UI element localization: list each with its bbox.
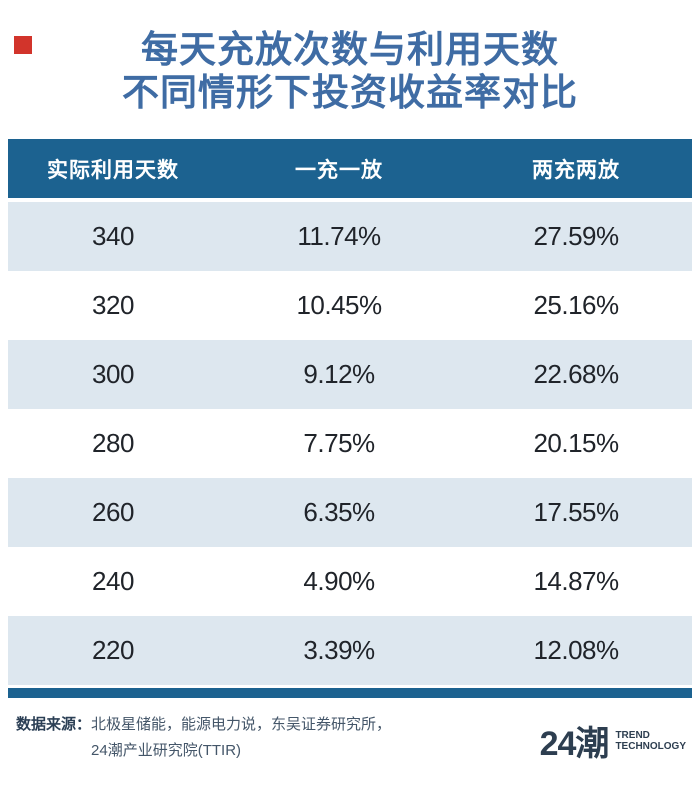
footer: 数据来源：北极星储能，能源电力说，东吴证券研究所， 24潮产业研究院(TTIR) … <box>16 712 686 765</box>
table-cell: 220 <box>92 635 134 665</box>
title-line-2: 不同情形下投资收益率对比 <box>122 72 578 113</box>
table-row: 240 4.90% 14.87% <box>8 547 692 616</box>
data-table: 实际利用天数 一充一放 两充两放 340 11.74% 27.59% 320 10.45… <box>8 139 692 698</box>
column-header-utilization-days: 实际利用天数 <box>46 158 179 182</box>
brand-logo: 24潮 TREND TECHNOLOGY <box>540 716 686 765</box>
table-row: 280 7.75% 20.15% <box>8 409 692 478</box>
page-title: 每天充放次数与利用天数 不同情形下投资收益率对比 <box>0 28 700 114</box>
table-cell: 9.12% <box>303 359 375 389</box>
table-cell: 340 <box>92 221 134 251</box>
table-row: 320 10.45% 25.16% <box>8 271 692 340</box>
table-cell: 7.75% <box>303 428 375 458</box>
table-cell: 14.87% <box>533 566 619 596</box>
table-cell: 25.16% <box>533 290 619 320</box>
table-cell: 280 <box>92 428 134 458</box>
table-row: 260 6.35% 17.55% <box>8 478 692 547</box>
table-cell: 240 <box>92 566 134 596</box>
table-cell: 320 <box>92 290 134 320</box>
title-line-1: 每天充放次数与利用天数 <box>141 29 559 70</box>
logo-subtext-line-1: TREND <box>615 729 650 741</box>
table-cell: 10.45% <box>296 290 382 320</box>
table-cell: 20.15% <box>533 428 619 458</box>
logo-wordmark: 24潮 <box>539 725 610 763</box>
table-cell: 260 <box>92 497 134 527</box>
table-cell: 27.59% <box>533 221 619 251</box>
logo-subtext: TREND TECHNOLOGY <box>615 730 686 752</box>
data-source-line-2: 24潮产业研究院(TTIR) <box>91 742 242 759</box>
table-cell: 17.55% <box>533 497 619 527</box>
table-bottom-bar <box>8 688 692 698</box>
column-header-two-charge-two-discharge: 两充两放 <box>532 158 621 182</box>
table-cell: 3.39% <box>303 635 375 665</box>
table-row: 220 3.39% 12.08% <box>8 616 692 685</box>
data-source: 数据来源：北极星储能，能源电力说，东吴证券研究所， 24潮产业研究院(TTIR) <box>16 712 391 764</box>
table-row: 340 11.74% 27.59% <box>8 202 692 271</box>
table-cell: 12.08% <box>533 635 619 665</box>
table-body: 340 11.74% 27.59% 320 10.45% 25.16% 300 9.12% 22… <box>8 202 692 685</box>
red-square-decoration <box>14 36 32 54</box>
data-source-label: 数据来源： <box>16 716 92 733</box>
data-source-text: 北极星储能，能源电力说，东吴证券研究所， 24潮产业研究院(TTIR) <box>91 712 391 764</box>
table-cell: 11.74% <box>297 221 381 251</box>
table-cell: 6.35% <box>303 497 375 527</box>
logo-subtext-line-2: TECHNOLOGY <box>615 740 686 752</box>
table-cell: 4.90% <box>303 566 375 596</box>
data-source-line-1: 北极星储能，能源电力说，东吴证券研究所， <box>91 716 392 733</box>
table-cell: 300 <box>92 359 134 389</box>
table-cell: 22.68% <box>533 359 619 389</box>
table-row: 300 9.12% 22.68% <box>8 340 692 409</box>
column-header-one-charge-one-discharge: 一充一放 <box>295 158 384 182</box>
table-header-row: 实际利用天数 一充一放 两充两放 <box>8 139 692 198</box>
